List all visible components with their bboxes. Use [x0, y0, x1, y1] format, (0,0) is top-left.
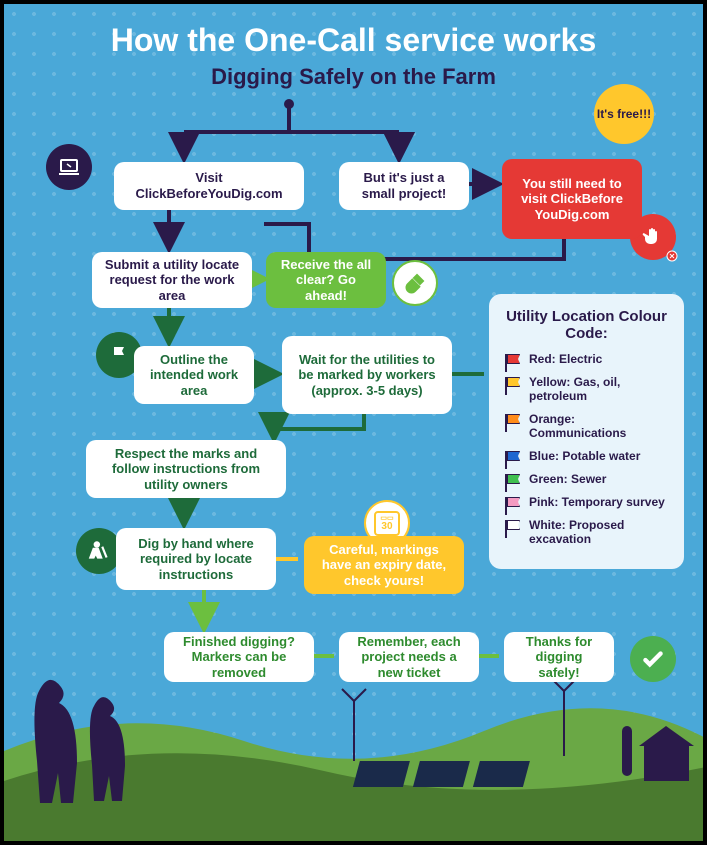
box-dig: Dig by hand where required by locate ins… — [116, 528, 276, 590]
box-finished: Finished digging? Markers can be removed — [164, 632, 314, 682]
free-burst: It's free!!! — [594, 84, 654, 144]
flag-icon — [505, 377, 519, 387]
ground-illustration — [4, 671, 707, 841]
box-respect: Respect the marks and follow instruction… — [86, 440, 286, 498]
legend-item: Blue: Potable water — [505, 449, 668, 463]
legend-panel: Utility Location Colour Code: Red: Elect… — [489, 294, 684, 569]
legend-title: Utility Location Colour Code: — [505, 308, 668, 342]
legend-item: Red: Electric — [505, 352, 668, 366]
main-title: How the One-Call service works — [4, 22, 703, 59]
flag-icon — [505, 451, 519, 461]
legend-item: Orange: Communications — [505, 412, 668, 440]
flag-icon — [505, 414, 519, 424]
legend-label: Blue: Potable water — [529, 449, 640, 463]
box-submit: Submit a utility locate request for the … — [92, 252, 252, 308]
subtitle: Digging Safely on the Farm — [4, 64, 703, 90]
legend-item: Yellow: Gas, oil, petroleum — [505, 375, 668, 403]
box-all-clear: Receive the all clear? Go ahead! — [266, 252, 386, 308]
box-remember: Remember, each project needs a new ticke… — [339, 632, 479, 682]
flag-icon — [505, 354, 519, 364]
legend-item: Pink: Temporary survey — [505, 495, 668, 509]
legend-label: Green: Sewer — [529, 472, 606, 486]
shovel-icon — [392, 260, 438, 306]
legend-label: Orange: Communications — [529, 412, 668, 440]
legend-item: White: Proposed excavation — [505, 518, 668, 546]
flag-icon — [505, 520, 519, 530]
laptop-icon — [46, 144, 92, 190]
legend-item: Green: Sewer — [505, 472, 668, 486]
legend-label: White: Proposed excavation — [529, 518, 668, 546]
box-visit: Visit ClickBeforeYouDig.com — [114, 162, 304, 210]
box-wait: Wait for the utilities to be marked by w… — [282, 336, 452, 414]
flag-icon — [505, 497, 519, 507]
legend-label: Red: Electric — [529, 352, 602, 366]
flag-icon — [505, 474, 519, 484]
box-outline: Outline the intended work area — [134, 346, 254, 404]
check-icon — [630, 636, 676, 682]
legend-label: Yellow: Gas, oil, petroleum — [529, 375, 668, 403]
box-still-need: You still need to visit ClickBefore YouD… — [502, 159, 642, 239]
legend-label: Pink: Temporary survey — [529, 495, 665, 509]
infographic-canvas: How the One-Call service works Digging S… — [0, 0, 707, 845]
box-thanks: Thanks for digging safely! — [504, 632, 614, 682]
box-small-project: But it's just a small project! — [339, 162, 469, 210]
box-careful: Careful, markings have an expiry date, c… — [304, 536, 464, 594]
calendar-day: 30 — [380, 522, 393, 532]
